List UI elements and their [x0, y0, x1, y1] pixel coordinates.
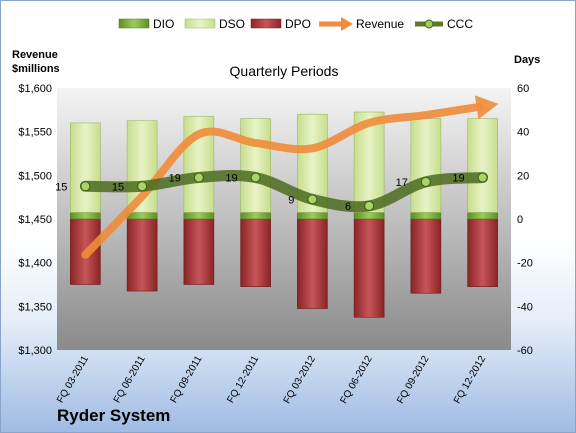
y-axis-right: 60 40 20 0 -20 -40 -60: [517, 83, 533, 357]
company-name: Ryder System: [57, 406, 170, 425]
bar-dio: [297, 212, 328, 220]
bars: [70, 111, 498, 318]
bar-dso: [410, 118, 442, 213]
bar-dpo: [126, 218, 158, 292]
legend-label-revenue: Revenue: [356, 17, 404, 31]
bar-dpo: [297, 218, 328, 309]
bar-dio: [70, 212, 101, 220]
x-tick-label: FQ 03-2011: [55, 354, 91, 405]
y-axis-left-title-line2: $millions: [12, 63, 60, 75]
legend-item-ccc: CCC: [415, 17, 473, 31]
legend-item-dso: DSO: [184, 17, 245, 31]
y-axis-right-title: Days: [514, 54, 540, 66]
ccc-series: 15 15 19 19 9 6 17 19: [55, 170, 489, 213]
ccc-point: [137, 181, 148, 192]
ccc-point: [364, 200, 375, 211]
y-left-tick-label: $1,500: [18, 170, 52, 182]
bar-dso: [70, 122, 101, 213]
bar-dpo: [183, 218, 215, 285]
ccc-point: [193, 172, 204, 183]
ccc-data-label: 19: [452, 173, 464, 185]
ccc-data-label: 9: [288, 194, 294, 206]
y-left-tick-label: $1,350: [18, 301, 52, 313]
y-right-tick-label: 40: [517, 127, 529, 139]
revenue-arrowhead: [474, 95, 499, 120]
revenue-line: [81, 102, 483, 259]
x-tick-label: FQ 09-2012: [395, 354, 431, 406]
ccc-data-label: 19: [169, 173, 181, 185]
y-axis-left: $1,600 $1,550 $1,500 $1,450 $1,400 $1,350 $1,3…: [18, 83, 52, 357]
y-left-tick-label: $1,550: [18, 127, 52, 139]
legend-label-dio: DIO: [153, 17, 174, 31]
legend-item-dio: DIO: [118, 17, 174, 31]
y-right-tick-label: 20: [517, 170, 529, 182]
bar-dio: [240, 212, 271, 220]
y-axis-left-title-line1: Revenue: [12, 49, 58, 61]
y-right-tick-label: -40: [517, 301, 533, 313]
ccc-point: [250, 172, 261, 183]
ccc-data-label: 17: [396, 177, 408, 189]
y-left-tick-label: $1,450: [18, 214, 52, 226]
legend: DIO DSO DPO Revenue CCC: [118, 17, 473, 31]
ccc-point: [477, 172, 488, 183]
x-tick-label: FQ 06-2011: [112, 354, 148, 405]
x-tick-label: FQ 12-2012: [452, 354, 488, 406]
legend-label-ccc: CCC: [447, 17, 473, 31]
ccc-data-label: 15: [55, 181, 67, 193]
bar-dso: [240, 118, 271, 213]
y-left-tick-label: $1,300: [18, 345, 52, 357]
bar-dio: [467, 212, 498, 220]
ccc-data-label: 15: [112, 181, 124, 193]
y-right-tick-label: 0: [517, 214, 523, 226]
bar-dio: [353, 212, 385, 220]
bar-dpo: [240, 218, 271, 287]
y-left-tick-label: $1,400: [18, 258, 52, 270]
ccc-point: [420, 176, 431, 187]
ccc-data-label: 19: [225, 173, 237, 185]
bar-dio: [126, 212, 158, 220]
chart-title: Quarterly Periods: [230, 63, 339, 79]
revenue-series: [81, 95, 499, 259]
x-tick-label: FQ 06-2012: [339, 354, 375, 406]
y-right-tick-label: -60: [517, 345, 533, 357]
bar-dpo: [353, 218, 385, 318]
x-tick-label: FQ 12-2011: [225, 354, 261, 405]
ccc-data-label: 6: [345, 201, 351, 213]
legend-item-revenue: Revenue: [319, 17, 404, 31]
bar-dio: [410, 212, 442, 220]
y-right-tick-label: -20: [517, 258, 533, 270]
x-tick-label: FQ 09-2011: [169, 354, 205, 405]
y-left-tick-label: $1,600: [18, 83, 52, 95]
legend-item-dpo: DPO: [250, 17, 311, 31]
ccc-point: [80, 181, 91, 192]
x-tick-label: FQ 03-2012: [282, 354, 318, 406]
bar-dpo: [410, 218, 442, 294]
ccc-point: [307, 194, 318, 205]
bar-dso: [467, 118, 498, 213]
y-right-tick-label: 60: [517, 83, 529, 95]
bar-dio: [183, 212, 215, 220]
legend-label-dso: DSO: [219, 17, 245, 31]
x-axis: FQ 03-2011 FQ 06-2011 FQ 09-2011 FQ 12-2011…: [55, 354, 488, 406]
bar-dpo: [467, 218, 498, 287]
legend-label-dpo: DPO: [285, 17, 311, 31]
